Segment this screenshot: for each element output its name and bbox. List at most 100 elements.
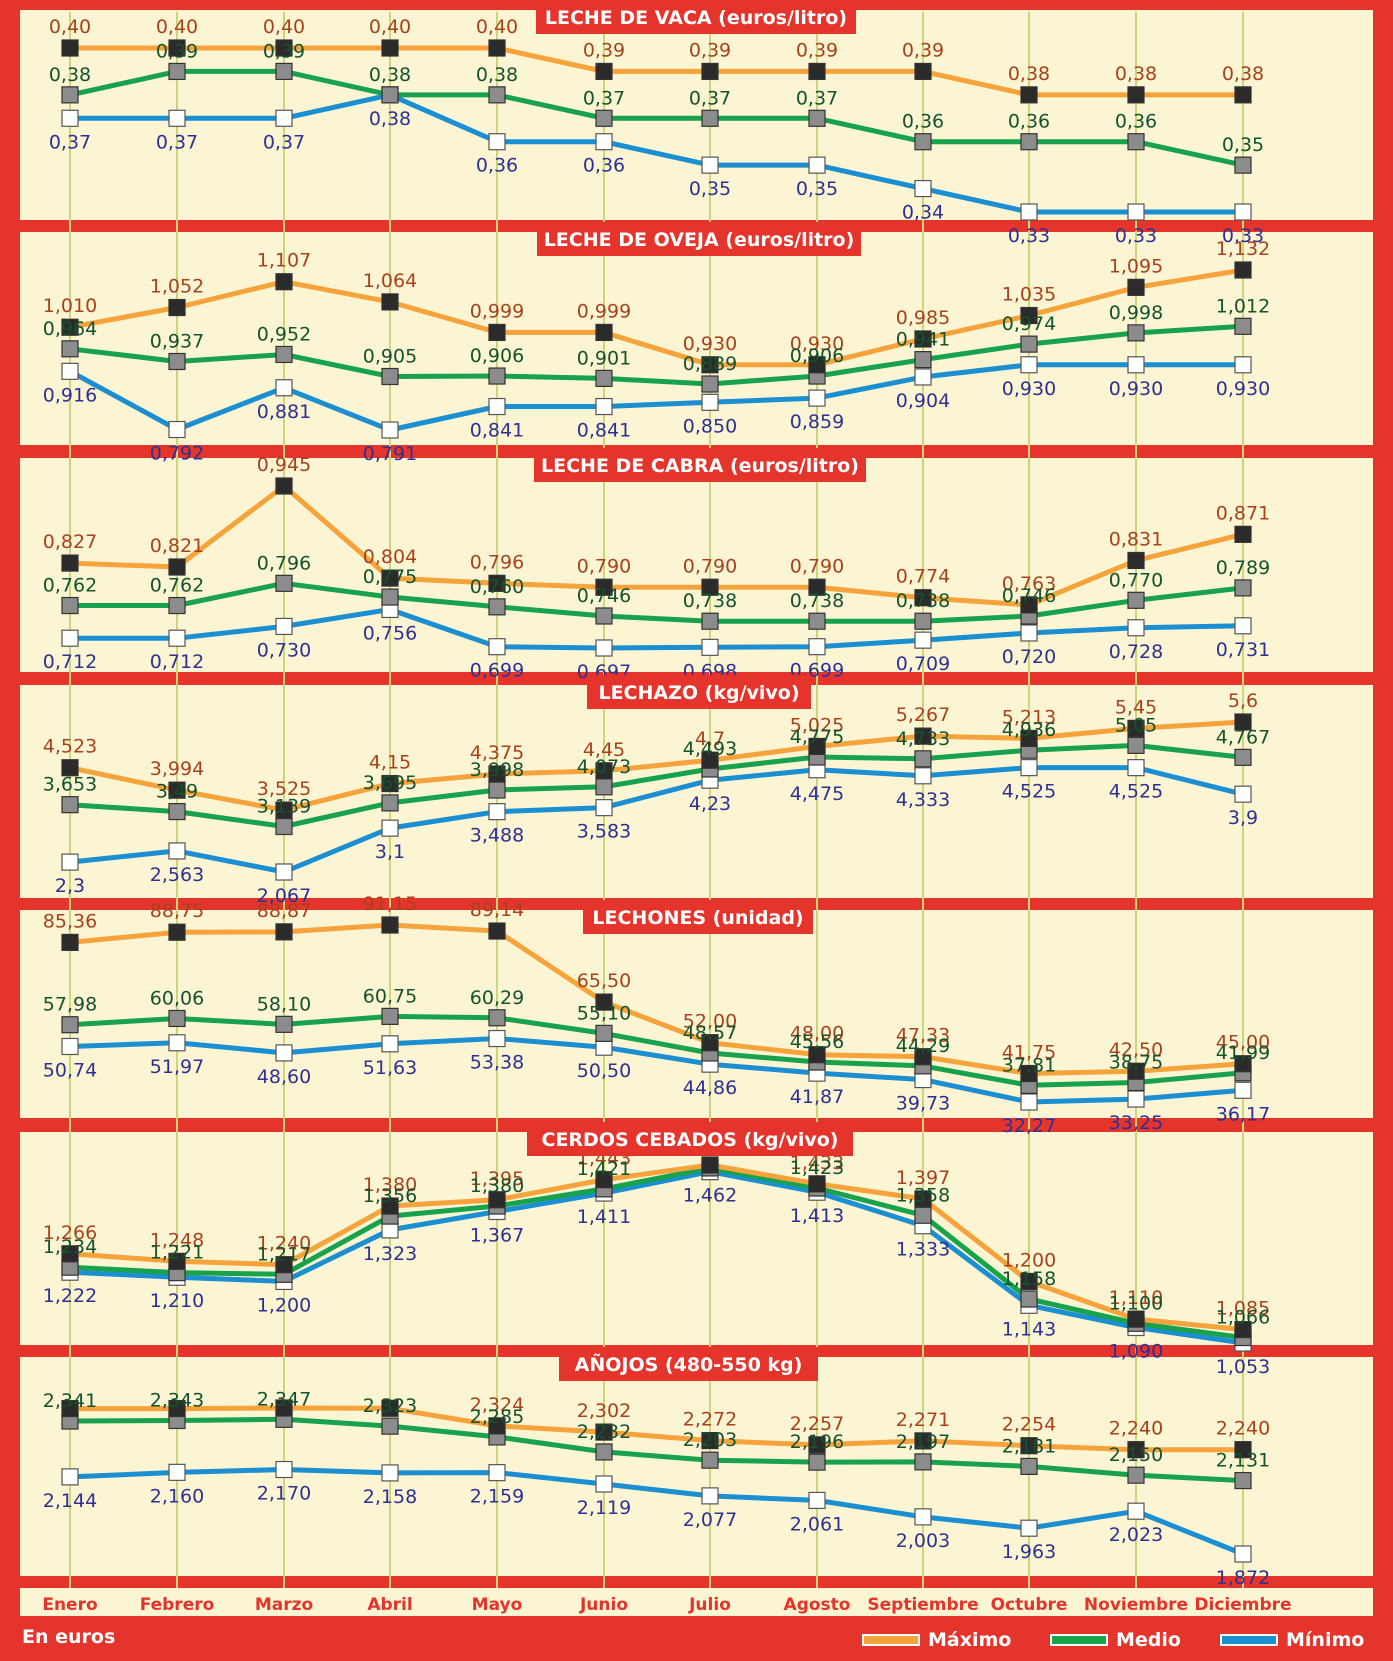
legend-swatch-min: [1220, 1634, 1278, 1646]
data-point: [488, 1191, 506, 1209]
data-label: 2,3: [55, 875, 85, 897]
data-point: [1234, 713, 1252, 731]
data-label: 2,003: [896, 1530, 950, 1552]
data-label: 3,9: [1228, 807, 1258, 829]
data-label: 0,746: [1002, 585, 1056, 607]
data-label: 0,38: [476, 64, 518, 86]
series-line: [70, 1405, 1243, 1453]
data-label: 0,37: [49, 131, 91, 153]
data-point: [914, 330, 932, 348]
chart-title: LECHE DE VACA (euros/litro): [545, 7, 847, 29]
data-point: [1020, 86, 1038, 104]
data-point: [701, 612, 719, 630]
data-point: [1020, 1272, 1038, 1291]
data-point: [61, 340, 79, 358]
data-label: 1,421: [577, 1158, 631, 1180]
data-point: [1020, 759, 1038, 777]
data-label: 0,831: [1109, 528, 1163, 550]
data-point: [1020, 1457, 1038, 1476]
data-point: [488, 323, 506, 342]
data-label: 1,053: [1216, 1356, 1270, 1378]
data-point: [488, 367, 506, 385]
data-point: [275, 62, 293, 81]
data-point: [1234, 317, 1252, 335]
data-label: 0,33: [1008, 225, 1050, 247]
data-label: 88,75: [150, 900, 204, 922]
data-point: [61, 554, 79, 572]
data-point: [1127, 86, 1145, 104]
data-point: [168, 629, 186, 647]
data-label: 1,248: [150, 1229, 204, 1251]
data-label: 1,210: [150, 1290, 204, 1312]
data-point: [1127, 1441, 1145, 1459]
data-label: 0,720: [1002, 646, 1056, 668]
data-label: 0,746: [577, 585, 631, 607]
data-label: 53,38: [470, 1052, 524, 1074]
data-point: [168, 62, 186, 81]
data-label: 5,6: [1228, 690, 1258, 712]
data-label: 3,583: [577, 821, 631, 843]
data-label: 4,073: [577, 756, 631, 778]
data-point: [808, 1453, 826, 1471]
chart-7: 2,324 2,302 2,272 2,257 2,271 2,254 2,240 2,240…: [43, 1347, 1270, 1589]
data-label: 0,790: [790, 555, 844, 577]
data-label: 2,203: [683, 1429, 737, 1451]
series-line: [69, 742, 1244, 829]
data-point: [381, 569, 399, 587]
data-point: [595, 62, 613, 81]
data-point: [1127, 133, 1145, 151]
data-point: [168, 558, 186, 576]
data-label: 4,7: [695, 728, 725, 750]
data-point: [61, 1016, 79, 1034]
data-point: [1020, 596, 1038, 614]
data-label: 1,234: [43, 1236, 97, 1258]
data-label: 5,45: [1115, 696, 1157, 718]
month-label-6: Junio: [579, 1595, 628, 1615]
data-point: [808, 62, 826, 81]
legend-item-min: Mínimo: [1220, 1628, 1364, 1652]
data-label: 0,792: [150, 443, 204, 465]
data-label: 0,738: [790, 590, 844, 612]
chart-panel-1: [20, 10, 1373, 220]
data-point: [595, 109, 613, 127]
data-point: [808, 156, 826, 174]
data-point: [914, 727, 932, 745]
data-point: [914, 133, 932, 151]
data-point: [1127, 324, 1145, 342]
data-point: [1020, 624, 1038, 642]
data-point: [1127, 278, 1145, 296]
data-point: [595, 799, 613, 817]
data-label: 0,38: [1115, 63, 1157, 85]
data-label: 51,97: [150, 1056, 204, 1078]
data-label: 2,119: [577, 1497, 631, 1519]
data-label: 1,266: [43, 1222, 97, 1244]
data-point: [61, 109, 79, 127]
data-point: [1234, 1055, 1252, 1073]
data-point: [488, 397, 506, 416]
data-point: [701, 751, 719, 769]
data-point: [914, 1508, 932, 1526]
data-point: [914, 612, 932, 630]
data-label: 0,930: [1002, 378, 1056, 400]
series-line: [69, 1013, 1244, 1088]
data-point: [1127, 1090, 1145, 1108]
data-label: 0,859: [790, 411, 844, 433]
data-point: [1234, 1545, 1252, 1563]
data-point: [381, 819, 399, 837]
data-point: [595, 778, 613, 796]
data-label: 0,38: [369, 108, 411, 130]
data-point: [275, 39, 293, 57]
data-point: [595, 1475, 613, 1493]
series-line: [69, 323, 1244, 387]
data-label: 4,45: [583, 739, 625, 761]
data-label: 33,25: [1109, 1112, 1163, 1134]
data-label: 4,767: [1216, 726, 1270, 748]
data-label: 2,285: [470, 1406, 524, 1428]
data-point: [1127, 1466, 1145, 1484]
data-label: 2,150: [1109, 1444, 1163, 1466]
legend-label-mid: Medio: [1116, 1629, 1181, 1651]
data-point: [914, 62, 932, 81]
month-label-11: Noviembre: [1084, 1595, 1188, 1615]
data-label: 3,488: [470, 825, 524, 847]
data-point: [808, 1436, 826, 1454]
